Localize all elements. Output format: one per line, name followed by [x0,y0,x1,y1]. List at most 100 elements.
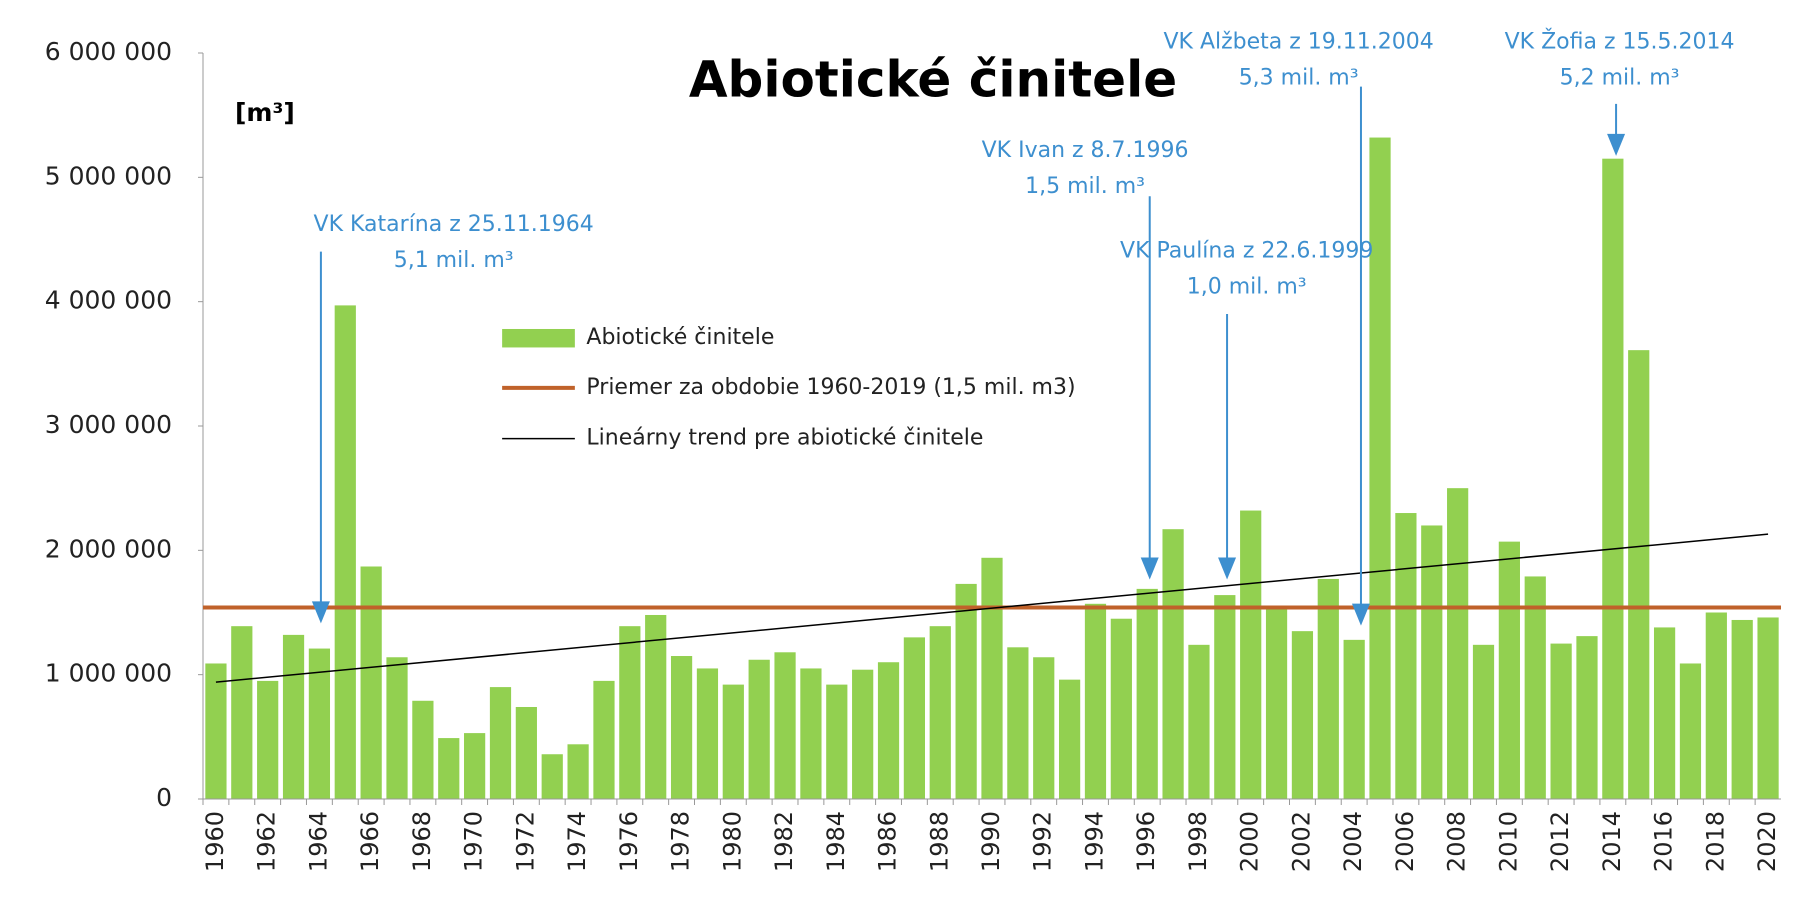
bar [1705,612,1727,799]
bar [696,668,719,799]
bar [489,687,512,799]
bar [1679,663,1702,799]
y-axis-label: [m³] [235,98,295,127]
y-tick-label: 6 000 000 [45,37,172,66]
x-tick-label: 1978 [667,811,695,872]
bar [1731,619,1753,799]
chart-title: Abiotické činitele [689,51,1177,109]
bar [386,657,408,799]
x-tick-label: 1960 [201,811,229,872]
bar [1602,158,1624,799]
x-tick-label: 1966 [356,811,384,872]
bar [360,566,382,799]
bar [308,648,331,799]
bar [1550,643,1572,799]
x-tick-label: 1994 [1080,811,1108,872]
annotation-text: VK Alžbeta z 19.11.2004 [1163,30,1433,55]
x-tick-label: 2008 [1443,811,1471,872]
x-tick-label: 2006 [1391,811,1419,872]
annotation-text: 1,5 mil. m³ [1025,174,1145,199]
x-tick-label: 1992 [1029,811,1057,872]
bar [334,305,356,799]
bar [1162,529,1184,799]
x-tick-label: 1972 [511,811,539,872]
x-tick-label: 2010 [1494,811,1522,872]
bar [1369,137,1391,800]
bar [877,662,900,799]
annotation-arrowhead [311,601,330,624]
y-tick-label: 2 000 000 [45,534,172,563]
x-tick-label: 2014 [1598,811,1626,872]
x-tick-label: 1962 [253,811,281,872]
bar [826,684,848,799]
bar [1343,639,1365,799]
annotation-text: 5,3 mil. m³ [1239,65,1359,90]
trend-line [215,533,1769,683]
bar [903,637,925,799]
x-tick-label: 1998 [1184,811,1212,872]
bar [1291,631,1314,799]
bar [1214,595,1236,799]
x-tick-label: 2004 [1339,811,1367,872]
x-tick-label: 2016 [1650,811,1678,872]
annotation-arrowhead [1218,557,1237,580]
annotation-text: VK Paulína z 22.6.1999 [1120,239,1373,264]
bar [231,626,253,799]
x-tick-label: 1964 [304,811,332,872]
x-tick-label: 2012 [1546,811,1574,872]
bar [1757,617,1779,799]
annotation-text: VK Katarína z 25.11.1964 [314,212,594,237]
x-tick-label: 1968 [408,811,436,872]
annotation-arrowhead [1351,603,1370,626]
x-tick-label: 1980 [718,811,746,872]
x-tick-label: 1988 [925,811,953,872]
bar [645,614,667,799]
x-tick-label: 1982 [770,811,798,872]
annotation-text: 5,2 mil. m³ [1560,65,1680,90]
bar [593,680,615,799]
annotation-text: VK Ivan z 8.7.1996 [982,138,1189,163]
x-tick-label: 2020 [1753,811,1781,872]
x-tick-label: 1986 [874,811,902,872]
bar [1110,618,1132,799]
annotation-text: 5,1 mil. m³ [394,248,514,273]
bar [205,663,227,799]
bar [1084,603,1107,799]
y-tick-label: 1 000 000 [45,659,172,688]
annotation-text: VK Žofia z 15.5.2014 [1505,29,1735,55]
bar [1317,578,1339,799]
x-tick-label: 1970 [460,811,488,872]
annotation-text: 1,0 mil. m³ [1187,274,1307,299]
bar [1240,510,1262,799]
bar [567,744,589,799]
legend-swatch [502,328,575,348]
bar [1472,644,1495,799]
bar [619,626,641,799]
legend-label: Priemer za obdobie 1960-2019 (1,5 mil. m… [586,375,1075,400]
bar [748,659,770,799]
legend-label: Lineárny trend pre abiotické činitele [586,426,983,451]
y-tick-label: 3 000 000 [45,410,172,439]
bar [722,684,744,799]
bar [282,634,305,799]
bar [1059,679,1081,799]
bar [1447,488,1469,799]
bar [541,754,563,799]
annotation-arrowhead [1140,557,1159,580]
bar [1033,657,1055,799]
x-tick-label: 2018 [1701,811,1729,872]
x-tick-label: 1974 [563,811,591,872]
y-tick-label: 4 000 000 [45,286,172,315]
x-tick-label: 1990 [977,811,1005,872]
y-tick-label: 5 000 000 [45,161,172,190]
bar [1395,513,1417,799]
bar [1265,608,1288,799]
bar [800,668,822,799]
bar [1628,350,1650,799]
x-tick-label: 2002 [1287,811,1315,872]
y-tick-label: 0 [156,783,172,812]
x-tick-label: 1996 [1132,811,1160,872]
bar [438,738,460,799]
bar [1653,627,1676,799]
